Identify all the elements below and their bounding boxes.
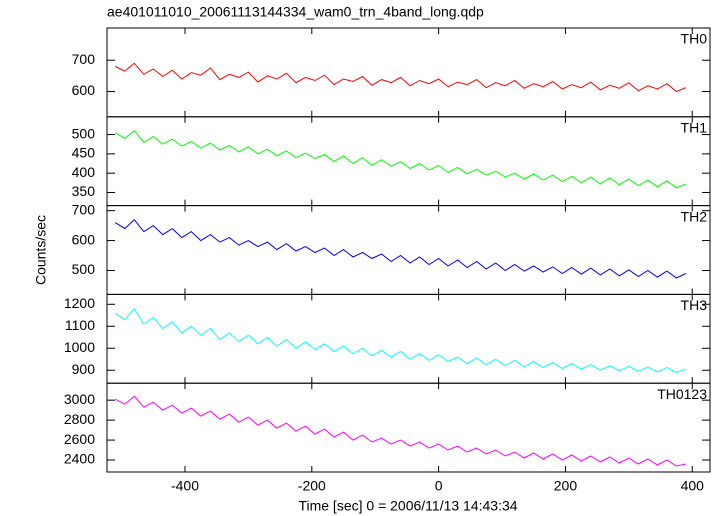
panel-label: TH2 <box>681 208 708 224</box>
series-line <box>114 62 687 93</box>
y-axis-label: Counts/sec <box>33 215 49 285</box>
panel-frame <box>106 205 711 295</box>
y-tick-label: 600 <box>72 231 96 247</box>
panel-frame <box>106 293 711 384</box>
y-tick-label: 2800 <box>64 411 95 427</box>
chart-title: ae401011010_20061113144334_wam0_trn_4ban… <box>107 4 484 20</box>
x-axis-label: Time [sec] 0 = 2006/11/13 14:43:34 <box>298 498 517 514</box>
x-tick-label: 0 <box>435 478 443 494</box>
series-line <box>114 307 687 373</box>
y-tick-label: 350 <box>72 183 96 199</box>
y-tick-label: 900 <box>72 361 96 377</box>
series-line <box>114 218 687 279</box>
y-tick-label: 450 <box>72 145 96 161</box>
panel-label: TH1 <box>681 120 708 136</box>
y-tick-label: 700 <box>72 201 96 217</box>
y-tick-label: 2600 <box>64 431 95 447</box>
y-tick-label: 500 <box>72 261 96 277</box>
y-tick-label: 1000 <box>64 339 95 355</box>
x-tick-label: 400 <box>681 478 705 494</box>
y-tick-label: 3000 <box>64 391 95 407</box>
x-tick-label: -200 <box>298 478 326 494</box>
y-tick-label: 400 <box>72 164 96 180</box>
series-line <box>114 395 687 467</box>
panel-label: TH0123 <box>657 386 707 402</box>
y-tick-label: 700 <box>72 51 96 67</box>
x-tick-label: 200 <box>554 478 578 494</box>
y-tick-label: 2400 <box>64 451 95 467</box>
y-tick-label: 1100 <box>65 317 95 333</box>
panel-frame <box>106 27 711 118</box>
series-line <box>114 129 687 189</box>
panel-frame <box>106 116 711 207</box>
panel-frame <box>106 382 711 473</box>
panel-label: TH3 <box>681 297 708 313</box>
panel-label: TH0 <box>681 31 708 47</box>
y-tick-label: 600 <box>72 82 96 98</box>
y-tick-label: 1200 <box>64 295 95 311</box>
y-tick-label: 500 <box>72 125 96 141</box>
x-tick-label: -400 <box>171 478 199 494</box>
